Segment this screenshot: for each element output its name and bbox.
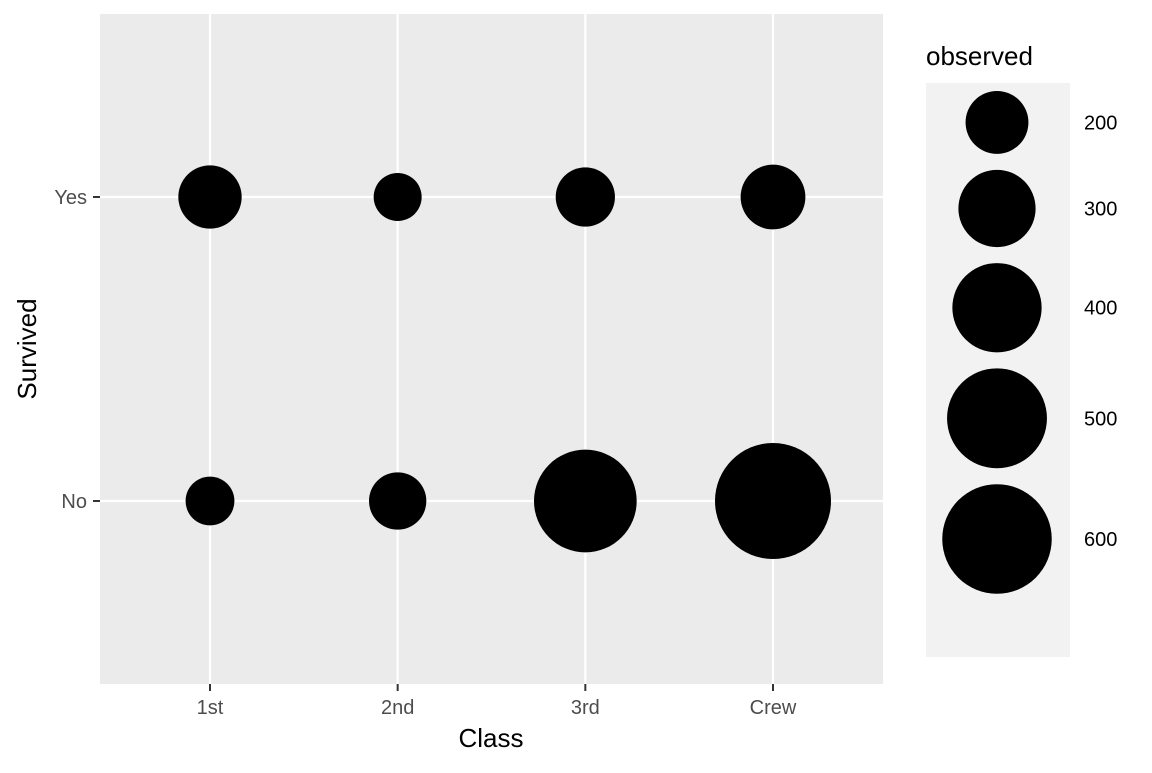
legend-label: 300 bbox=[1084, 198, 1117, 220]
x-tick-label: 2nd bbox=[381, 697, 414, 719]
data-point bbox=[715, 443, 831, 559]
data-point bbox=[740, 164, 806, 230]
y-tick-label: No bbox=[61, 491, 87, 513]
legend-title: observed bbox=[926, 41, 1033, 71]
legend-key bbox=[965, 91, 1029, 154]
data-point bbox=[368, 472, 427, 530]
y-axis-title: Survived bbox=[12, 298, 42, 399]
legend-key bbox=[952, 263, 1042, 353]
data-point bbox=[533, 449, 637, 553]
legend: 200 300 400 500 600 bbox=[942, 91, 1117, 594]
legend-label: 600 bbox=[1084, 529, 1117, 551]
x-axis: 1st 2nd 3rd Crew bbox=[197, 684, 797, 719]
x-axis-title: Class bbox=[458, 723, 523, 753]
legend-label: 500 bbox=[1084, 408, 1117, 430]
x-tick-label: 3rd bbox=[571, 697, 600, 719]
y-axis: No Yes bbox=[54, 187, 100, 513]
legend-key bbox=[958, 169, 1036, 248]
x-tick-label: 1st bbox=[197, 697, 224, 719]
data-point bbox=[178, 165, 242, 229]
data-point bbox=[373, 173, 422, 221]
data-point bbox=[555, 167, 615, 227]
panel-background bbox=[100, 14, 883, 684]
y-tick-label: Yes bbox=[54, 187, 87, 209]
legend-label: 400 bbox=[1084, 298, 1117, 320]
x-tick-label: Crew bbox=[750, 697, 797, 719]
legend-key bbox=[947, 368, 1047, 469]
data-points bbox=[178, 164, 831, 559]
legend-label: 200 bbox=[1084, 112, 1117, 134]
legend-key bbox=[942, 484, 1052, 594]
data-point bbox=[185, 476, 235, 526]
